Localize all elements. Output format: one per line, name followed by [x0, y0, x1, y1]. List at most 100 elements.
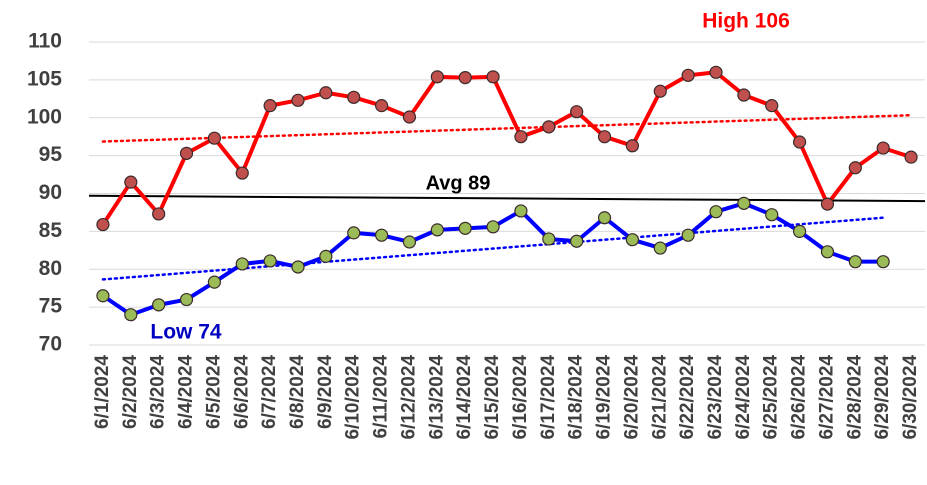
point: [792, 224, 807, 238]
point: [542, 120, 556, 134]
point: [263, 254, 277, 268]
point: [765, 208, 779, 222]
point: [681, 68, 695, 82]
y-tick-label: 85: [39, 219, 63, 242]
point: [765, 99, 779, 113]
x-tick-label: 6/26/2024: [789, 355, 810, 440]
x-tick-label: 6/5/2024: [203, 355, 224, 429]
point: [375, 228, 389, 242]
point: [904, 150, 918, 164]
x-tick-label: 6/28/2024: [844, 355, 865, 440]
y-tick-label: 80: [39, 257, 62, 280]
point: [347, 90, 361, 104]
point: [96, 217, 110, 232]
x-tick-label: 6/16/2024: [510, 355, 531, 440]
point: [876, 141, 890, 155]
point: [291, 93, 305, 107]
point: [486, 70, 500, 84]
y-tick-label: 90: [39, 181, 62, 204]
x-tick-label: 6/14/2024: [454, 355, 475, 440]
point: [207, 275, 221, 289]
x-tick-label: 6/6/2024: [231, 355, 252, 429]
point: [709, 205, 723, 219]
point: [179, 146, 194, 160]
point: [737, 196, 751, 210]
x-tick-label: 6/30/2024: [900, 355, 921, 440]
x-tick-label: 6/12/2024: [398, 355, 419, 440]
point: [653, 241, 667, 255]
series-line: [101, 201, 884, 317]
y-tick-label: 95: [39, 143, 63, 166]
x-tick-label: 6/24/2024: [733, 355, 754, 440]
x-tick-label: 6/21/2024: [649, 355, 670, 440]
x-tick-label: 6/27/2024: [816, 355, 837, 440]
x-tick-label: 6/4/2024: [176, 355, 197, 429]
point: [570, 105, 584, 119]
point: [402, 235, 417, 249]
x-tick-label: 6/17/2024: [538, 355, 559, 440]
y-tick-label: 100: [27, 105, 62, 128]
point: [458, 71, 472, 85]
point: [709, 65, 723, 79]
y-tick-label: 70: [39, 333, 62, 356]
trendline: [101, 113, 913, 143]
point: [458, 221, 472, 235]
series-line: [101, 70, 912, 226]
point: [542, 232, 556, 246]
point: [625, 139, 640, 153]
point: [597, 211, 612, 225]
x-tick-label: 6/2/2024: [120, 355, 141, 429]
x-tick-label: 6/23/2024: [705, 355, 726, 440]
point: [402, 110, 417, 124]
point: [124, 175, 138, 189]
trendline: [101, 216, 885, 281]
point: [124, 308, 138, 322]
point: [179, 292, 194, 307]
annotation: Low 74: [150, 321, 222, 344]
point: [597, 130, 612, 144]
point: [319, 249, 333, 263]
point: [625, 233, 640, 247]
point: [263, 99, 277, 113]
point: [653, 84, 667, 98]
point: [291, 260, 305, 274]
point: [514, 204, 528, 218]
x-tick-label: 6/19/2024: [594, 355, 615, 440]
point: [152, 207, 166, 221]
point: [319, 86, 333, 100]
point: [848, 161, 862, 175]
point: [347, 226, 361, 240]
x-tick-label: 6/29/2024: [872, 355, 893, 440]
annotation: High 106: [702, 10, 790, 33]
x-tick-label: 6/20/2024: [621, 355, 642, 440]
x-tick-label: 6/13/2024: [426, 355, 447, 440]
point: [152, 298, 166, 312]
x-tick-label: 6/22/2024: [677, 355, 698, 440]
x-tick-label: 6/1/2024: [92, 355, 113, 429]
point: [207, 131, 221, 145]
avg-label: Avg 89: [426, 172, 491, 194]
point: [792, 135, 807, 149]
y-tick-label: 110: [28, 30, 62, 53]
x-tick-label: 6/9/2024: [315, 355, 336, 429]
point: [235, 257, 249, 271]
x-tick-label: 6/8/2024: [287, 355, 308, 429]
x-tick-label: 6/7/2024: [259, 355, 280, 429]
point: [486, 220, 500, 234]
point: [375, 99, 389, 113]
x-tick-label: 6/10/2024: [343, 355, 364, 440]
point: [876, 255, 890, 269]
point: [514, 130, 528, 144]
point: [430, 223, 444, 237]
avg-line: [88, 194, 926, 203]
point: [681, 228, 695, 242]
point: [848, 255, 862, 269]
point: [820, 245, 835, 259]
point: [737, 88, 751, 102]
point: [430, 70, 444, 84]
point: [570, 234, 584, 248]
point: [235, 166, 249, 180]
x-tick-label: 6/18/2024: [566, 355, 587, 440]
x-tick-label: 6/15/2024: [482, 355, 503, 440]
